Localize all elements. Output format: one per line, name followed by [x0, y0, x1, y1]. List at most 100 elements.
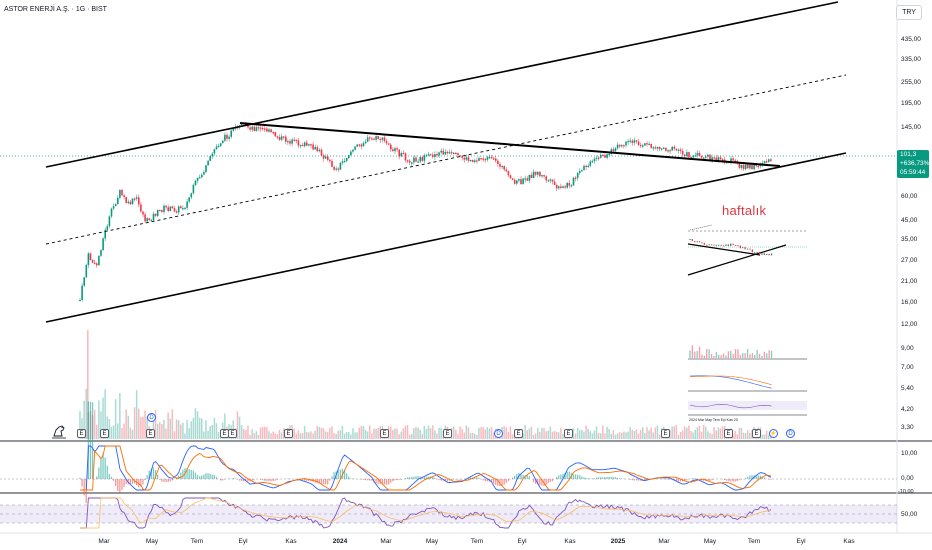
- candle-body: [719, 157, 722, 160]
- earnings-event-marker[interactable]: E: [284, 429, 293, 438]
- volume-bar: [461, 429, 463, 439]
- rsi-scale-label: 50,00: [901, 511, 918, 518]
- volume-bar: [488, 428, 491, 439]
- candle-body: [396, 148, 398, 150]
- earnings-event-marker[interactable]: E: [380, 429, 389, 438]
- candle-body: [295, 139, 298, 142]
- volume-bar: [192, 417, 195, 439]
- candle-body: [177, 206, 180, 213]
- macd-histogram-bar: [87, 401, 89, 479]
- volume-bar: [734, 431, 736, 439]
- volume-bar: [253, 433, 255, 439]
- macd-histogram-bar: [711, 479, 713, 481]
- earnings-event-marker[interactable]: E: [724, 429, 733, 438]
- macd-histogram-bar: [755, 475, 757, 479]
- currency-button[interactable]: TRY: [896, 5, 922, 20]
- candle-body: [511, 178, 514, 180]
- volume-bar: [161, 424, 163, 439]
- earnings-event-marker[interactable]: E: [752, 429, 761, 438]
- earnings-event-marker[interactable]: E: [661, 429, 670, 438]
- volume-bar: [621, 432, 623, 439]
- macd-histogram-bar: [398, 479, 400, 480]
- annotation-text[interactable]: haftalık: [722, 203, 767, 218]
- dividend-marker[interactable]: D: [494, 429, 503, 438]
- earnings-event-marker[interactable]: E: [564, 429, 573, 438]
- inset-volume-bar: [742, 353, 744, 358]
- earnings-event-marker[interactable]: E: [77, 429, 86, 438]
- candle-body: [394, 148, 396, 152]
- candle-body: [366, 137, 369, 142]
- volume-bar: [261, 426, 264, 439]
- volume-bar: [121, 428, 123, 439]
- macd-histogram-bar: [159, 479, 161, 480]
- volume-bar: [587, 429, 589, 439]
- macd-histogram-bar: [178, 475, 180, 479]
- candle-body: [127, 201, 130, 203]
- volume-bar: [377, 428, 379, 439]
- candle-body: [333, 166, 335, 170]
- volume-bar: [690, 430, 692, 439]
- macd-histogram-bar: [419, 476, 421, 479]
- candle-body: [495, 158, 497, 161]
- candle-body: [698, 153, 701, 157]
- macd-histogram-bar: [396, 479, 398, 481]
- volume-bar: [142, 416, 144, 439]
- volume-bar: [236, 411, 239, 439]
- earnings-event-marker[interactable]: E: [228, 429, 237, 438]
- volume-bar: [81, 418, 83, 439]
- candle-body: [81, 285, 83, 300]
- macd-histogram-bar: [434, 477, 436, 479]
- macd-histogram-bar: [551, 479, 554, 482]
- macd-histogram-bar: [444, 479, 446, 482]
- dividend-marker[interactable]: D: [147, 413, 156, 422]
- candle-body: [285, 136, 287, 142]
- macd-histogram-bar: [738, 479, 740, 481]
- price-scale-label: 335,00: [901, 56, 921, 63]
- candle-body: [387, 143, 390, 145]
- volume-bar: [492, 432, 495, 439]
- candle-body: [201, 174, 203, 178]
- candle-body: [440, 150, 442, 153]
- candle-body: [421, 157, 424, 161]
- candle-body: [343, 160, 346, 163]
- candle-body: [369, 137, 371, 139]
- volume-bar: [331, 426, 333, 439]
- candle-body: [148, 218, 151, 221]
- macd-histogram-bar: [486, 479, 488, 482]
- candle-body: [316, 147, 319, 152]
- inset-volume-bar: [751, 353, 753, 358]
- macd-histogram-bar: [759, 475, 761, 479]
- macd-histogram-bar: [364, 479, 367, 481]
- macd-histogram-bar: [381, 479, 383, 485]
- candle-body: [352, 149, 354, 152]
- volume-bar: [751, 429, 753, 439]
- volume-bar: [400, 431, 402, 439]
- inset-volume-bar: [770, 350, 773, 358]
- macd-histogram-bar: [272, 479, 274, 482]
- macd-histogram-bar: [593, 478, 596, 479]
- volume-bar: [171, 409, 174, 439]
- earnings-event-marker[interactable]: E: [100, 429, 109, 438]
- inset-candle: [742, 247, 744, 249]
- earnings-event-marker[interactable]: E: [514, 429, 523, 438]
- split-flash-icon[interactable]: ⚡: [769, 429, 778, 438]
- dividend-marker[interactable]: D: [786, 429, 795, 438]
- candle-body: [702, 157, 705, 159]
- inset-volume-bar: [706, 349, 708, 358]
- price-scale-label: 195,00: [901, 100, 921, 107]
- volume-bar: [738, 427, 741, 439]
- macd-histogram-bar: [180, 472, 182, 479]
- inset-volume-bar: [694, 351, 696, 358]
- volume-bar: [146, 416, 148, 439]
- earnings-event-marker[interactable]: E: [146, 429, 155, 438]
- candle-body: [278, 137, 281, 140]
- earnings-event-marker[interactable]: E: [443, 429, 452, 438]
- macd-histogram-bar: [501, 479, 503, 487]
- symbol-title[interactable]: ASTOR ENERJİ A.Ş. · 1G · BIST: [4, 6, 107, 13]
- inset-candle: [770, 253, 773, 256]
- macd-histogram-bar: [348, 476, 350, 479]
- candle-body: [337, 168, 340, 170]
- volume-bar: [440, 427, 442, 439]
- volume-bar: [366, 431, 369, 439]
